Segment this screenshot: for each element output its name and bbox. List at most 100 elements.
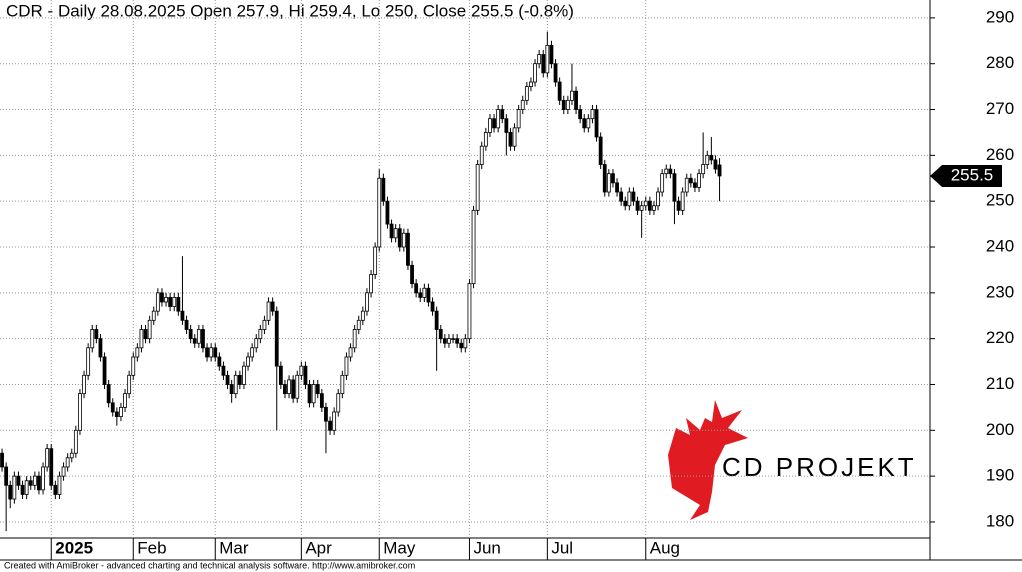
candle-body — [291, 379, 296, 399]
candle-body — [475, 164, 480, 211]
candle-body — [246, 356, 250, 367]
candle-body — [615, 182, 619, 193]
candle-body — [397, 228, 402, 248]
candle-body — [82, 374, 86, 395]
candle-body — [258, 329, 263, 340]
x-tick-label: Feb — [137, 538, 166, 557]
candle-body — [381, 177, 386, 202]
candle-body — [627, 191, 632, 207]
candle-body — [524, 86, 529, 101]
candle-body — [508, 132, 513, 147]
candle-body — [529, 81, 533, 88]
candle-body — [533, 63, 537, 83]
candle-body — [266, 301, 271, 321]
candle-body — [28, 480, 33, 486]
candle-body — [500, 109, 505, 120]
candle-body — [61, 466, 66, 477]
candle-body — [512, 127, 517, 147]
last-price-label: 255.5 — [951, 165, 994, 184]
candle-body — [676, 200, 681, 211]
candle-body — [164, 297, 168, 303]
candle-body — [217, 356, 222, 367]
candle-body — [709, 154, 714, 161]
candle-body — [65, 457, 70, 468]
candle-body — [242, 365, 246, 385]
candle-body — [127, 374, 132, 395]
candle-body — [565, 99, 570, 110]
candle-body — [69, 452, 74, 459]
candle-body — [590, 109, 595, 120]
candle-body — [110, 402, 115, 413]
candle-body — [151, 310, 156, 321]
candle-body — [94, 329, 99, 340]
candle-body — [541, 54, 546, 74]
y-tick-label: 280 — [986, 53, 1014, 72]
y-tick-label: 210 — [986, 374, 1014, 393]
candle-body — [307, 384, 312, 404]
candle-body — [340, 374, 345, 395]
candle-body — [147, 319, 152, 340]
candle-body — [86, 347, 91, 376]
y-tick-label: 190 — [986, 466, 1014, 485]
candle-body — [274, 310, 279, 367]
candle-body — [233, 374, 238, 395]
candle-body — [369, 274, 373, 294]
candle-body — [545, 44, 550, 74]
candle-body — [713, 159, 718, 170]
candle-body — [32, 475, 37, 486]
candle-body — [463, 338, 468, 349]
candle-body — [196, 329, 201, 344]
y-tick-label: 230 — [986, 282, 1014, 301]
candle-body — [561, 99, 566, 110]
candle-body — [471, 209, 476, 285]
candle-body — [619, 191, 624, 202]
candle-body — [336, 393, 341, 413]
candle-body — [41, 466, 45, 491]
candle-body — [180, 310, 185, 321]
candle-body — [504, 118, 509, 133]
candle-body — [557, 81, 562, 101]
candle-body — [0, 452, 4, 468]
candle-body — [553, 63, 558, 83]
candle-body — [168, 297, 173, 307]
candle-body — [389, 223, 394, 239]
candle-body — [459, 342, 464, 349]
logo-text: CD PROJEKT — [722, 452, 917, 482]
y-tick-label: 220 — [986, 328, 1014, 347]
y-tick-label: 260 — [986, 145, 1014, 164]
candle-body — [647, 200, 652, 211]
candle-body — [90, 329, 95, 349]
candle-body — [225, 374, 230, 385]
candle-body — [455, 338, 460, 344]
footer: Created with AmiBroker - advanced charti… — [4, 560, 415, 570]
y-tick-label: 200 — [986, 420, 1014, 439]
candle-body — [664, 168, 669, 175]
candle-body — [549, 44, 554, 65]
candle-body — [73, 429, 78, 454]
candle-body — [53, 484, 58, 495]
candle-body — [422, 287, 427, 298]
candle-body — [406, 232, 410, 266]
candle-body — [717, 164, 722, 177]
logo-bird — [668, 400, 748, 520]
candle-body — [594, 109, 599, 138]
candle-body — [578, 109, 583, 120]
candle-body — [668, 168, 673, 175]
candle-body — [201, 329, 205, 349]
logo: CD PROJEKT — [668, 400, 917, 520]
candle-body — [192, 338, 197, 344]
candle-body — [520, 99, 525, 110]
candle-body — [410, 264, 414, 285]
candle-body — [303, 365, 308, 385]
candle-body — [295, 374, 300, 399]
x-tick-label: 2025 — [55, 538, 93, 557]
candle-body — [205, 347, 209, 358]
candle-body — [639, 205, 644, 211]
candle-body — [693, 182, 697, 188]
x-tick-label: Aug — [650, 538, 680, 557]
candle-body — [102, 356, 107, 385]
candle-body — [352, 329, 357, 349]
candle-body — [24, 480, 29, 495]
x-tick-label: Jun — [473, 538, 500, 557]
